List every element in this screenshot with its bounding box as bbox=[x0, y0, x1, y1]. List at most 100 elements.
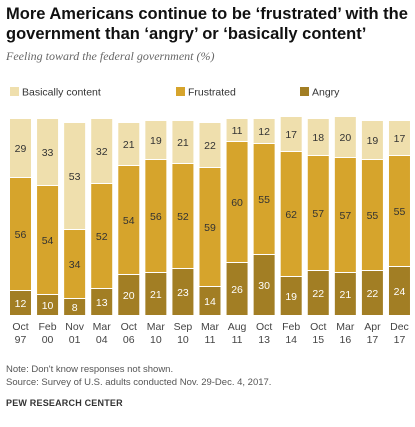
x-tick-label: 13 bbox=[258, 334, 270, 346]
value-label-frustrated: 55 bbox=[394, 206, 406, 218]
bar-angry bbox=[37, 295, 59, 315]
x-tick-label: 17 bbox=[367, 334, 379, 346]
bar-frustrated bbox=[64, 230, 86, 298]
value-label-content: 19 bbox=[367, 135, 379, 147]
value-label-angry: 21 bbox=[339, 289, 351, 301]
legend-swatch-content bbox=[10, 87, 19, 96]
value-label-frustrated: 54 bbox=[123, 215, 135, 227]
bar-angry bbox=[253, 255, 275, 315]
bar-angry bbox=[361, 271, 383, 315]
bar-angry bbox=[280, 277, 302, 315]
brand-logo-text: PEW RESEARCH CENTER bbox=[6, 398, 123, 408]
x-tick-label: 00 bbox=[42, 334, 54, 346]
x-tick-label: Mar bbox=[201, 321, 220, 333]
x-tick-label: Oct bbox=[256, 321, 272, 333]
x-tick-label: Dec bbox=[390, 321, 409, 333]
bar-frustrated bbox=[118, 166, 140, 274]
x-tick-label: Sep bbox=[174, 321, 193, 333]
value-label-content: 11 bbox=[232, 125, 243, 137]
value-label-angry: 21 bbox=[150, 289, 162, 301]
bar-angry bbox=[10, 291, 31, 315]
value-label-content: 21 bbox=[123, 139, 135, 151]
value-label-content: 53 bbox=[69, 171, 81, 183]
value-label-angry: 13 bbox=[96, 297, 108, 309]
value-label-frustrated: 54 bbox=[42, 235, 54, 247]
value-label-angry: 26 bbox=[231, 284, 243, 296]
bar-content bbox=[334, 117, 356, 157]
bar-frustrated bbox=[10, 178, 31, 290]
bar-content bbox=[10, 119, 31, 177]
bar-content bbox=[37, 119, 59, 185]
x-tick-label: 04 bbox=[96, 334, 108, 346]
bar-frustrated bbox=[280, 152, 302, 276]
value-label-angry: 22 bbox=[367, 288, 379, 300]
bar-content bbox=[172, 121, 194, 163]
bar-frustrated bbox=[388, 156, 410, 266]
value-label-frustrated: 52 bbox=[96, 231, 108, 243]
bar-angry bbox=[388, 267, 410, 315]
bar-content bbox=[253, 119, 275, 143]
value-label-angry: 8 bbox=[72, 302, 78, 314]
value-label-angry: 20 bbox=[123, 290, 135, 302]
bar-frustrated bbox=[37, 186, 59, 294]
x-tick-label: 15 bbox=[312, 334, 324, 346]
value-label-angry: 12 bbox=[15, 298, 27, 310]
bar-angry bbox=[172, 269, 194, 315]
stacked-bar-chart: Basically content Frustrated Angry 12 56 29 Oc… bbox=[10, 87, 410, 346]
x-tick-label: 01 bbox=[69, 334, 81, 346]
bar-content bbox=[145, 121, 167, 159]
x-tick-label: Mar bbox=[147, 321, 166, 333]
value-label-content: 17 bbox=[285, 129, 297, 141]
x-tick-label: 10 bbox=[177, 334, 189, 346]
value-label-content: 19 bbox=[150, 135, 162, 147]
bar-content bbox=[361, 121, 383, 159]
value-label-content: 22 bbox=[204, 140, 216, 152]
bar-angry bbox=[118, 275, 140, 315]
bar-frustrated bbox=[91, 184, 113, 288]
value-label-frustrated: 55 bbox=[367, 210, 379, 222]
value-label-frustrated: 62 bbox=[285, 209, 297, 221]
value-label-content: 21 bbox=[177, 137, 189, 149]
x-tick-label: 16 bbox=[339, 334, 351, 346]
bar-content bbox=[64, 123, 86, 229]
x-tick-label: Feb bbox=[282, 321, 300, 333]
value-label-angry: 19 bbox=[285, 291, 297, 303]
value-label-content: 12 bbox=[258, 126, 270, 138]
legend-label-angry: Angry bbox=[312, 87, 340, 99]
legend-swatch-frustrated bbox=[176, 87, 185, 96]
value-label-frustrated: 57 bbox=[312, 208, 324, 220]
x-tick-label: 14 bbox=[285, 334, 297, 346]
legend-label-content: Basically content bbox=[22, 87, 101, 99]
value-label-frustrated: 56 bbox=[150, 211, 162, 223]
bar-frustrated bbox=[226, 142, 248, 262]
legend-swatch-angry bbox=[300, 87, 309, 96]
bar-angry bbox=[226, 263, 248, 315]
chart-title: More Americans continue to be ‘frustrate… bbox=[6, 5, 408, 43]
value-label-content: 17 bbox=[394, 133, 406, 145]
value-label-content: 20 bbox=[339, 132, 351, 144]
x-tick-label: 17 bbox=[394, 334, 406, 346]
bar-content bbox=[307, 119, 329, 155]
x-tick-label: 11 bbox=[232, 334, 243, 346]
value-label-frustrated: 56 bbox=[15, 229, 27, 241]
bar-frustrated bbox=[334, 158, 356, 272]
value-label-content: 18 bbox=[312, 132, 324, 144]
x-tick-label: Oct bbox=[121, 321, 137, 333]
x-tick-label: Oct bbox=[310, 321, 326, 333]
value-label-frustrated: 57 bbox=[339, 210, 351, 222]
value-label-frustrated: 59 bbox=[204, 222, 216, 234]
x-tick-label: 10 bbox=[150, 334, 162, 346]
bar-content bbox=[91, 119, 113, 183]
x-tick-label: Mar bbox=[336, 321, 355, 333]
bar-content bbox=[388, 121, 410, 155]
value-label-content: 33 bbox=[42, 147, 54, 159]
bar-content bbox=[118, 123, 140, 165]
bar-content bbox=[199, 123, 221, 167]
chart-subtitle: Feeling toward the federal government (%… bbox=[6, 49, 215, 63]
legend-label-frustrated: Frustrated bbox=[188, 87, 236, 99]
x-tick-label: Apr bbox=[364, 321, 381, 333]
note: Note: Don't know responses not shown. bbox=[6, 364, 174, 375]
bar-frustrated bbox=[361, 160, 383, 270]
bar-angry bbox=[199, 287, 221, 315]
value-label-angry: 24 bbox=[394, 286, 406, 298]
